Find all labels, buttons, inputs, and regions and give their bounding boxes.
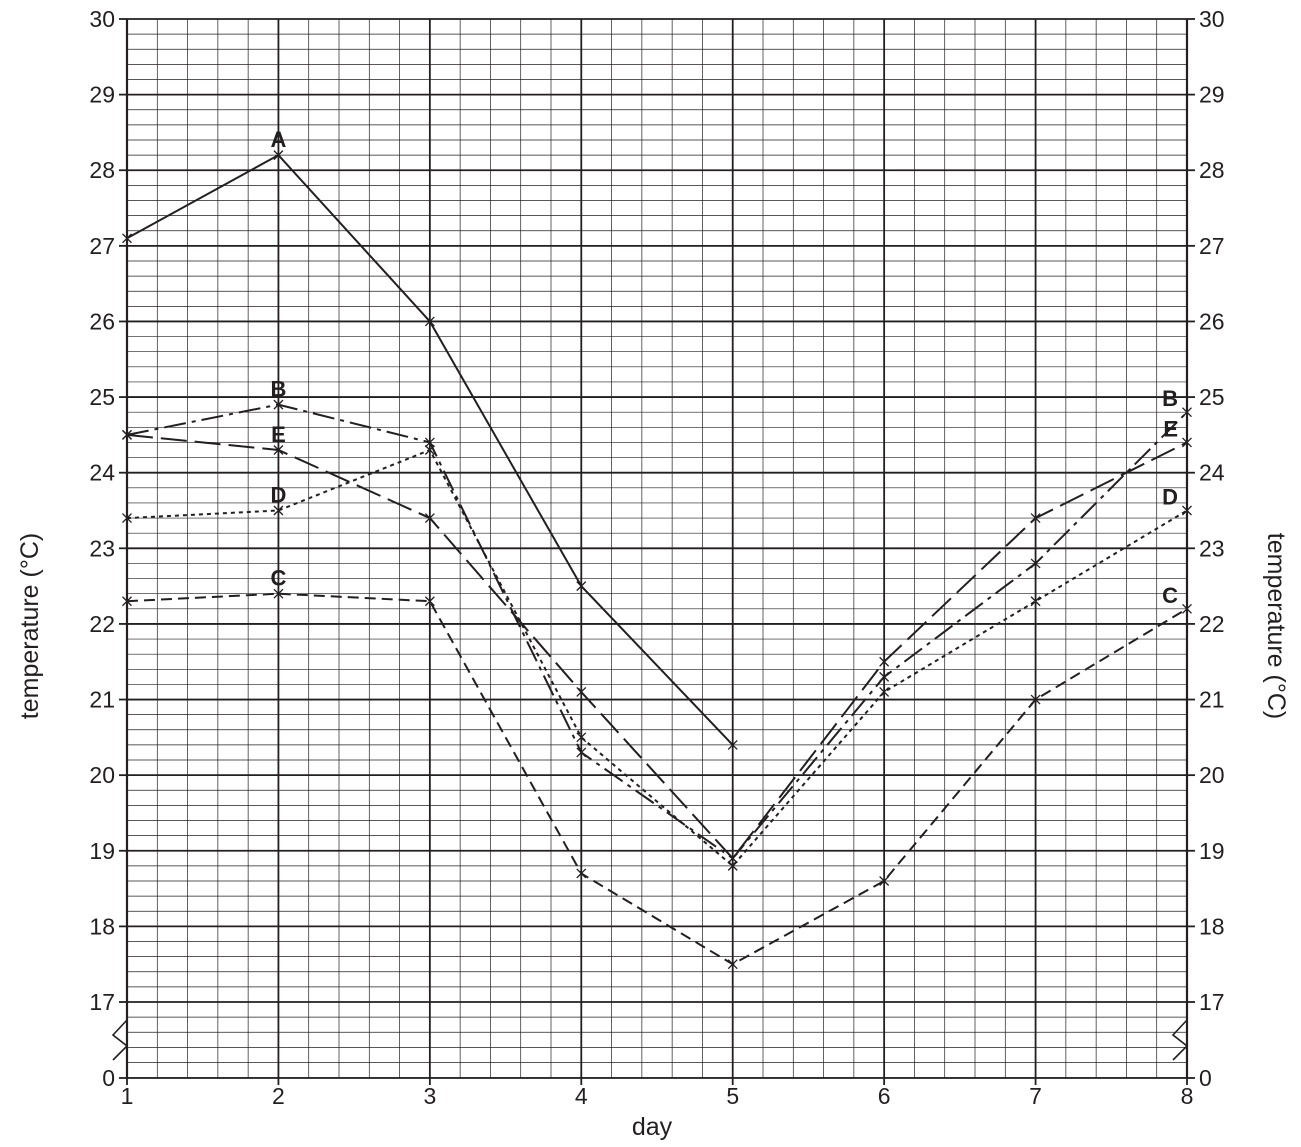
series-line-e <box>126 433 1188 860</box>
y-tick-label-left: 30 <box>89 6 115 32</box>
point-marker-d <box>122 513 132 524</box>
x-tick-label: 6 <box>878 1083 891 1109</box>
point-marker-e <box>122 429 132 440</box>
axis-break-left <box>111 1019 129 1061</box>
axis-labels: day temperature (°C) temperature (°C) <box>16 533 1290 1141</box>
point-marker-e <box>727 853 738 864</box>
point-marker-d <box>1030 596 1041 607</box>
x-tick-label: 2 <box>272 1083 285 1109</box>
point-marker-a <box>727 739 738 750</box>
point-marker-d <box>576 732 587 743</box>
data-series <box>122 150 1192 970</box>
series-label-start-d: D <box>270 483 286 508</box>
point-marker-e <box>1182 437 1192 448</box>
y-axis-title-right: temperature (°C) <box>1262 533 1290 719</box>
y-tick-label-left: 25 <box>89 384 115 410</box>
y-tick-label-right: 24 <box>1199 460 1225 486</box>
point-marker-e <box>576 687 587 697</box>
point-marker-d <box>273 505 284 516</box>
series-label-start-b: B <box>270 377 286 402</box>
y-tick-label-right: 30 <box>1199 6 1225 32</box>
graph-paper-grid <box>126 18 1188 1079</box>
y-tick-label-left: 23 <box>89 535 115 561</box>
series-label-end-d: D <box>1162 485 1178 510</box>
y-tick-label-right: 27 <box>1199 233 1225 259</box>
x-tick-label: 8 <box>1181 1083 1194 1109</box>
point-marker-d <box>727 860 738 871</box>
series-label-start-e: E <box>271 422 286 447</box>
y-tick-label-right: 28 <box>1199 157 1225 183</box>
point-marker-d <box>424 445 435 455</box>
y-tick-label-right: 0 <box>1199 1065 1212 1091</box>
y-tick-label-right: 19 <box>1199 838 1225 864</box>
y-tick-label-right: 21 <box>1199 687 1225 713</box>
y-tick-label-right: 23 <box>1199 535 1225 561</box>
series-label-end-b: B <box>1162 386 1178 411</box>
point-marker-a <box>273 150 284 161</box>
series-line-c <box>126 592 1188 966</box>
point-marker-b <box>1182 407 1192 418</box>
point-marker-c <box>1030 694 1041 705</box>
series-label-end-c: C <box>1162 583 1178 608</box>
y-tick-label-right: 29 <box>1199 82 1225 108</box>
y-axis-title-left: temperature (°C) <box>16 533 44 719</box>
y-tick-label-left: 29 <box>89 82 115 108</box>
y-tick-label-right: 22 <box>1199 611 1225 637</box>
point-marker-e <box>424 513 435 524</box>
y-tick-label-left: 19 <box>89 838 115 864</box>
y-tick-label-left: 26 <box>89 308 115 334</box>
point-marker-c <box>727 959 738 970</box>
x-tick-label: 7 <box>1029 1083 1042 1109</box>
axis-break-right <box>1171 1019 1189 1061</box>
point-marker-e <box>1030 513 1041 524</box>
series-label-end-e: E <box>1163 416 1178 441</box>
point-marker-b <box>273 399 284 410</box>
y-tick-label-left: 0 <box>102 1065 115 1091</box>
point-marker-b <box>576 747 587 758</box>
point-marker-a <box>122 233 132 244</box>
point-marker-c <box>424 596 435 607</box>
series-line-d <box>126 448 1188 868</box>
point-marker-e <box>273 445 284 455</box>
point-marker-c <box>1182 603 1192 614</box>
y-tick-label-left: 20 <box>89 762 115 788</box>
y-tick-label-right: 25 <box>1199 384 1225 410</box>
series-label-start-c: C <box>270 566 286 591</box>
y-tick-label-right: 20 <box>1199 762 1225 788</box>
x-tick-label: 4 <box>575 1083 588 1109</box>
point-marker-b <box>424 437 435 448</box>
y-tick-label-left: 21 <box>89 687 115 713</box>
y-tick-label-left: 24 <box>89 460 115 486</box>
series-line-b <box>126 403 1188 860</box>
point-marker-c <box>122 596 132 607</box>
y-tick-label-left: 28 <box>89 157 115 183</box>
x-tick-label: 1 <box>121 1083 134 1109</box>
point-marker-d <box>879 687 890 697</box>
x-tick-label: 5 <box>726 1083 739 1109</box>
y-tick-label-right: 17 <box>1199 989 1225 1015</box>
x-axis-title: day <box>632 1113 673 1141</box>
point-marker-c <box>273 588 284 599</box>
point-marker-c <box>879 876 890 886</box>
series-label-start-a: A <box>270 127 286 152</box>
point-marker-c <box>576 868 587 879</box>
point-marker-d <box>1182 505 1192 516</box>
point-marker-b <box>1030 558 1041 569</box>
y-tick-label-left: 22 <box>89 611 115 637</box>
point-marker-a <box>424 316 435 327</box>
point-marker-b <box>879 671 890 682</box>
x-tick-label: 3 <box>423 1083 436 1109</box>
point-marker-a <box>576 581 587 592</box>
y-tick-label-left: 17 <box>89 989 115 1015</box>
y-tick-label-right: 26 <box>1199 308 1225 334</box>
y-tick-label-right: 18 <box>1199 913 1225 939</box>
y-tick-label-left: 27 <box>89 233 115 259</box>
y-tick-label-left: 18 <box>89 913 115 939</box>
point-marker-e <box>879 656 890 667</box>
